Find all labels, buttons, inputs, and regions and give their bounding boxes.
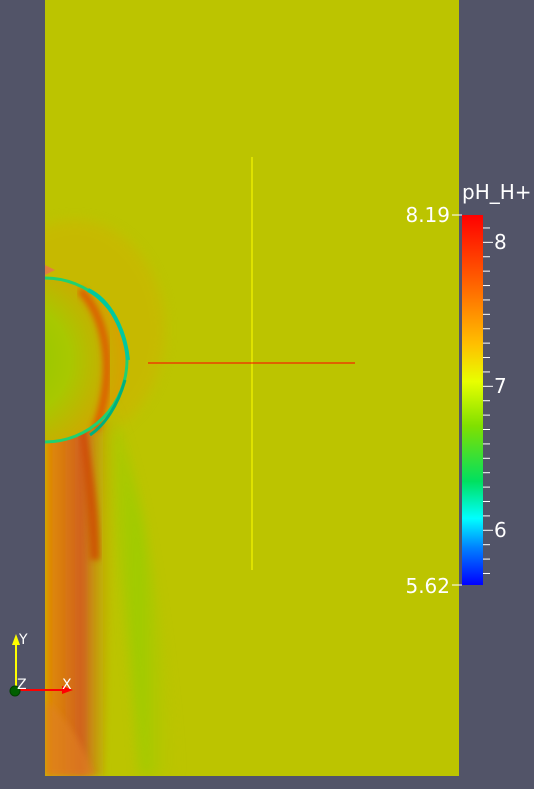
orientation-axes bbox=[9, 634, 73, 697]
colorbar-max-label: 8.19 bbox=[405, 203, 450, 227]
colorbar-title: pH_H+ bbox=[462, 180, 532, 204]
colorbar-tick-label-6: 6 bbox=[494, 518, 507, 542]
colorbar-min-label: 5.62 bbox=[405, 574, 450, 598]
colorbar-gradient bbox=[462, 215, 483, 585]
colorbar-ticks bbox=[483, 227, 493, 574]
colorbar-tick-label-7: 7 bbox=[494, 374, 507, 398]
z-axis-dot bbox=[9, 685, 21, 697]
green-wake bbox=[100, 400, 180, 776]
x-axis-label: X bbox=[62, 677, 72, 693]
z-axis-label: Z bbox=[17, 677, 27, 693]
colorbar-tick-label-8: 8 bbox=[494, 230, 507, 254]
y-axis-label: Y bbox=[19, 632, 28, 648]
